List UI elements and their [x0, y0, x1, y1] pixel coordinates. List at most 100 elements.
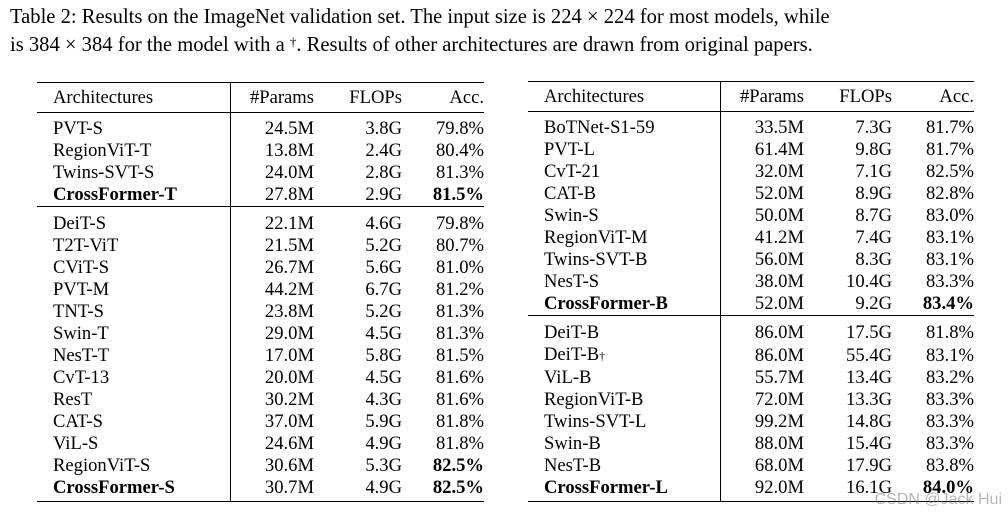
flops-cell: 15.4G	[804, 433, 892, 455]
accuracy-cell-text: 80.7%	[435, 235, 484, 256]
accuracy-cell: 81.7%	[892, 112, 974, 140]
flops-cell-text: 5.6G	[365, 257, 402, 278]
accuracy-cell: 81.3%	[402, 301, 484, 323]
header-row: Architectures #Params FLOPs Acc.	[37, 82, 484, 113]
left-group-medium: DeiT-S 22.1M 4.6G 79.8% T2T-ViT 21.5M 5.2G 80.7…	[37, 206, 484, 502]
flops-cell-text: 3.8G	[365, 118, 402, 139]
accuracy-cell-text: 81.8%	[435, 411, 484, 432]
flops-cell-text: 8.7G	[855, 205, 892, 226]
flops-cell: 5.8G	[314, 345, 402, 367]
flops-cell-text: 9.2G	[855, 293, 892, 314]
accuracy-cell-text: 81.8%	[925, 322, 974, 343]
accuracy-cell: 82.5%	[892, 161, 974, 183]
architecture-cell-text: BoTNet-S1-59	[544, 117, 655, 138]
architecture-cell-text: Swin-B	[544, 433, 601, 454]
accuracy-cell-text: 81.5%	[432, 184, 484, 205]
architecture-cell-text: CvT-13	[53, 367, 110, 388]
caption-line-1: Table 2: Results on the ImageNet validat…	[10, 6, 830, 28]
params-cell: 26.7M	[231, 257, 314, 279]
architecture-cell: ResT	[37, 389, 231, 411]
caption-line-2: is 384 × 384 for the model with a †. Res…	[10, 31, 1000, 59]
architecture-cell: DeiT-B†	[528, 344, 721, 367]
params-cell-text: 30.2M	[264, 389, 314, 410]
accuracy-cell: 83.3%	[892, 271, 974, 293]
params-cell-text: 32.0M	[754, 161, 804, 182]
flops-cell: 6.7G	[314, 279, 402, 301]
accuracy-cell-text: 81.6%	[435, 389, 484, 410]
accuracy-cell: 80.7%	[402, 235, 484, 257]
flops-cell: 10.4G	[804, 271, 892, 293]
params-cell: 24.5M	[231, 113, 314, 141]
params-cell-text: 41.2M	[754, 227, 804, 248]
architecture-cell-text: ResT	[53, 389, 93, 410]
architecture-cell: CrossFormer-S	[37, 477, 231, 502]
params-cell: 30.7M	[230, 477, 314, 502]
params-cell: 56.0M	[721, 249, 804, 271]
architecture-cell: Swin-B	[528, 433, 721, 455]
accuracy-cell-text: 83.8%	[925, 455, 974, 476]
architecture-cell: PVT-L	[528, 139, 721, 161]
params-cell: 24.0M	[231, 162, 314, 184]
flops-cell: 5.2G	[314, 301, 402, 323]
header-architectures: Architectures	[37, 82, 231, 113]
architecture-cell: Twins-SVT-S	[37, 162, 231, 184]
params-cell-text: 26.7M	[264, 257, 314, 278]
flops-cell-text: 13.4G	[846, 367, 892, 388]
params-cell: 37.0M	[231, 411, 314, 433]
table-row: Twins-SVT-L 99.2M 14.8G 83.3%	[528, 411, 974, 433]
table-row: Twins-SVT-B 56.0M 8.3G 83.1%	[528, 249, 974, 271]
params-cell: 30.6M	[231, 455, 314, 477]
flops-cell: 4.5G	[314, 323, 402, 345]
table-row: CrossFormer-L 92.0M 16.1G 84.0%	[528, 477, 974, 502]
table-row: Swin-B 88.0M 15.4G 83.3%	[528, 433, 974, 455]
flops-cell: 13.3G	[804, 389, 892, 411]
accuracy-cell-text: 83.1%	[925, 249, 974, 270]
table-row: BoTNet-S1-59 33.5M 7.3G 81.7%	[528, 111, 974, 140]
table-row: NesT-T 17.0M 5.8G 81.5%	[37, 345, 484, 367]
flops-cell: 5.6G	[314, 257, 402, 279]
dagger-symbol: †	[289, 34, 297, 49]
params-cell-text: 20.0M	[264, 367, 314, 388]
params-cell: 33.5M	[721, 112, 804, 140]
architecture-cell: ViL-S	[37, 433, 231, 455]
architecture-cell: CAT-B	[528, 183, 721, 205]
accuracy-cell: 81.7%	[892, 139, 974, 161]
params-cell: 27.8M	[231, 184, 314, 207]
flops-cell: 16.1G	[804, 477, 892, 502]
accuracy-cell-text: 82.5%	[432, 477, 484, 498]
flops-cell: 2.8G	[314, 162, 402, 184]
params-cell-text: 24.6M	[264, 433, 314, 454]
params-cell: 23.8M	[231, 301, 314, 323]
accuracy-cell: 83.2%	[892, 367, 974, 389]
architecture-cell-text: NesT-S	[544, 271, 600, 292]
table-row: Swin-S 50.0M 8.7G 83.0%	[528, 205, 974, 227]
flops-cell-text: 4.5G	[365, 323, 402, 344]
params-cell-text: 17.0M	[264, 345, 314, 366]
accuracy-cell-text: 81.6%	[435, 367, 484, 388]
architecture-cell-text: Twins-SVT-B	[544, 249, 648, 270]
architecture-cell: RegionViT-B	[528, 389, 721, 411]
right-group-base: BoTNet-S1-59 33.5M 7.3G 81.7% PVT-L 61.4M 9.8G…	[528, 111, 974, 316]
params-cell: 38.0M	[721, 271, 804, 293]
accuracy-cell: 83.3%	[892, 411, 974, 433]
architecture-cell-text: Swin-S	[544, 205, 599, 226]
accuracy-cell: 83.3%	[892, 389, 974, 411]
params-cell-text: 30.7M	[264, 477, 314, 498]
accuracy-cell-text: 81.7%	[925, 117, 974, 138]
flops-cell: 14.8G	[804, 411, 892, 433]
table-row: NesT-S 38.0M 10.4G 83.3%	[528, 271, 974, 293]
params-cell-text: 72.0M	[754, 389, 804, 410]
params-cell-text: 24.5M	[264, 118, 314, 139]
architecture-cell: Swin-T	[37, 323, 231, 345]
params-cell-text: 24.0M	[264, 162, 314, 183]
accuracy-cell-text: 82.5%	[925, 161, 974, 182]
flops-cell-text: 4.3G	[365, 389, 402, 410]
accuracy-cell-text: 83.4%	[922, 293, 974, 314]
flops-cell-text: 15.4G	[846, 433, 892, 454]
results-table-right: Architectures #Params FLOPs Acc. BoTNet-…	[528, 81, 974, 502]
params-cell: 52.0M	[721, 183, 804, 205]
architecture-cell: TNT-S	[37, 301, 231, 323]
flops-cell-text: 13.3G	[846, 389, 892, 410]
flops-cell-text: 4.9G	[365, 433, 402, 454]
architecture-cell: RegionViT-T	[37, 140, 231, 162]
